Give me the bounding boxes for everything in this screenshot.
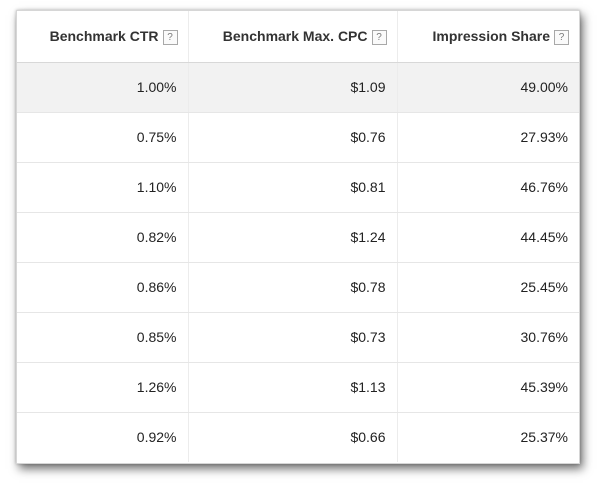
benchmark-ctr-cell: 0.92% — [17, 412, 189, 462]
table-frame: Benchmark CTR? Benchmark Max. CPC? Impre… — [16, 10, 580, 464]
impression-share-cell: 45.39% — [397, 362, 579, 413]
table-header: Benchmark CTR? Benchmark Max. CPC? Impre… — [17, 11, 579, 63]
column-header-label: Benchmark CTR — [49, 27, 159, 44]
impression-share-cell: 25.37% — [520, 429, 568, 446]
benchmark-ctr-cell: 0.82% — [17, 212, 189, 263]
header-row: Benchmark CTR? Benchmark Max. CPC? Impre… — [17, 11, 579, 63]
table-row[interactable]: 1.00% $1.09 49.00% — [17, 62, 579, 113]
impression-share-cell: 25.45% — [397, 262, 579, 313]
impression-share-cell: 46.76% — [397, 162, 579, 213]
column-header-label: Benchmark Max. CPC — [222, 27, 368, 44]
benchmark-ctr-cell: 0.85% — [17, 312, 189, 363]
table-row[interactable]: 1.26% $1.13 45.39% — [17, 362, 579, 413]
impression-share-cell: 27.93% — [397, 112, 579, 163]
column-header-benchmark-ctr[interactable]: Benchmark CTR? — [17, 11, 189, 63]
table-row[interactable]: 0.82% $1.24 44.45% — [17, 212, 579, 263]
benchmark-table: Benchmark CTR? Benchmark Max. CPC? Impre… — [17, 11, 579, 462]
table-body: 1.00% $1.09 49.00% 0.75% $0.76 27.93% 1.… — [17, 62, 579, 462]
impression-share-cell: 44.45% — [397, 212, 579, 263]
benchmark-max-cpc-cell: $1.13 — [188, 362, 398, 413]
benchmark-max-cpc-cell: $0.78 — [188, 262, 398, 313]
benchmark-ctr-cell: 1.26% — [17, 362, 189, 413]
table-row[interactable]: 1.10% $0.81 46.76% — [17, 162, 579, 213]
benchmark-max-cpc-cell: $1.09 — [188, 62, 398, 113]
table-row[interactable]: 0.75% $0.76 27.93% — [17, 112, 579, 163]
column-header-impression-share[interactable]: Impression Share? — [397, 11, 579, 63]
benchmark-max-cpc-cell: $0.76 — [188, 112, 398, 163]
benchmark-ctr-cell: 0.75% — [17, 112, 189, 163]
impression-share-cell: 49.00% — [397, 62, 579, 113]
table-row[interactable]: 0.92% $0.66 25.37% — [17, 412, 579, 462]
table-row[interactable]: 0.86% $0.78 25.45% — [17, 262, 579, 313]
benchmark-max-cpc-cell: $0.73 — [188, 312, 398, 363]
help-icon[interactable]: ? — [162, 29, 178, 45]
benchmark-max-cpc-cell: $1.24 — [188, 212, 398, 263]
benchmark-max-cpc-cell: $0.81 — [188, 162, 398, 213]
help-icon[interactable]: ? — [554, 29, 569, 45]
benchmark-ctr-cell: 0.86% — [17, 262, 189, 313]
benchmark-ctr-cell: 1.10% — [17, 162, 189, 213]
benchmark-ctr-cell: 1.00% — [17, 62, 189, 113]
impression-share-cell: 30.76% — [397, 312, 579, 363]
benchmark-max-cpc-cell: $0.66 — [188, 412, 398, 462]
help-icon[interactable]: ? — [371, 29, 387, 45]
column-header-label: Impression Share — [432, 27, 551, 44]
table-row[interactable]: 0.85% $0.73 30.76% — [17, 312, 579, 363]
column-header-benchmark-max-cpc[interactable]: Benchmark Max. CPC? — [188, 11, 398, 63]
